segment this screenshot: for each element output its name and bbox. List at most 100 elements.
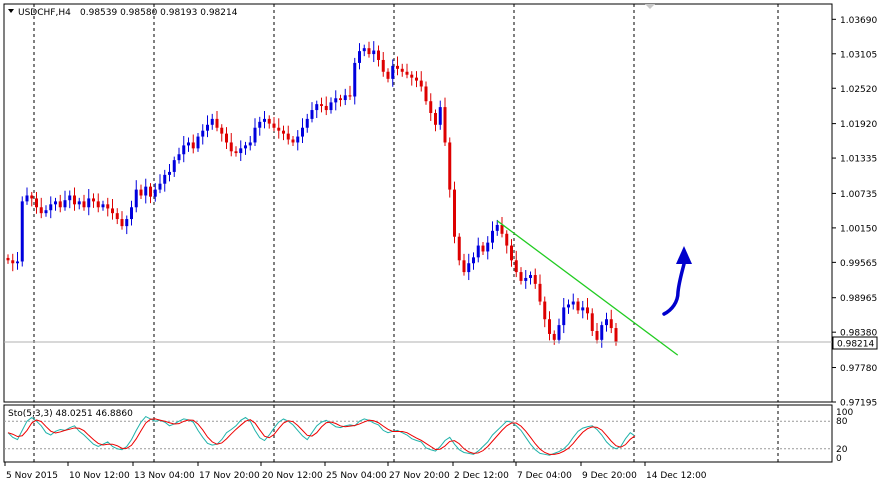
candle-body bbox=[543, 301, 547, 320]
candle-body bbox=[605, 319, 608, 326]
candle-body bbox=[310, 110, 314, 119]
time-tick-label: 13 Nov 04:00 bbox=[134, 471, 195, 481]
candle-body bbox=[172, 160, 176, 172]
candle-body bbox=[571, 301, 575, 305]
candle-body bbox=[101, 204, 105, 208]
candle-body bbox=[49, 204, 53, 211]
price-tick-label: 1.03105 bbox=[840, 50, 877, 60]
candle-body bbox=[410, 74, 414, 78]
candle-body bbox=[16, 261, 19, 264]
candle-body bbox=[248, 142, 252, 146]
candle-body bbox=[58, 201, 62, 208]
price-axis: 1.03690 1.03105 1.02520 1.01920 1.01335 1.007… bbox=[832, 16, 877, 409]
sto-level-label: 100 bbox=[836, 408, 853, 418]
candle-body bbox=[348, 95, 352, 97]
candle-body bbox=[244, 145, 247, 149]
candle-body bbox=[35, 198, 38, 208]
stochastic-signal-line bbox=[7, 418, 636, 455]
candle-body bbox=[11, 260, 15, 264]
ohlc-label: 0.98539 0.98580 0.98193 0.98214 bbox=[80, 8, 238, 18]
price-tick-label: 0.99565 bbox=[840, 259, 877, 269]
price-tick-label: 0.97780 bbox=[840, 364, 877, 374]
up-arrow-icon[interactable] bbox=[662, 262, 686, 316]
candle-body bbox=[391, 65, 395, 79]
candle-body bbox=[130, 207, 133, 220]
candle-body bbox=[134, 189, 138, 208]
candle-body bbox=[362, 48, 366, 52]
candle-body bbox=[400, 68, 404, 72]
candle-body bbox=[258, 121, 262, 128]
candle-body bbox=[210, 118, 214, 125]
candle-body bbox=[476, 245, 480, 258]
candle-body bbox=[405, 71, 409, 75]
candle-body bbox=[462, 260, 466, 273]
price-tick-label: 1.00150 bbox=[840, 224, 877, 234]
candle-body bbox=[215, 118, 219, 128]
candle-body bbox=[367, 48, 371, 55]
candle-body bbox=[434, 113, 437, 125]
candle-body bbox=[552, 333, 556, 340]
stochastic-panel[interactable] bbox=[3, 404, 833, 463]
candle-body bbox=[396, 65, 399, 69]
candle-body bbox=[372, 50, 376, 55]
candle-body bbox=[562, 307, 566, 326]
candle-body bbox=[358, 51, 361, 63]
candle-body bbox=[201, 130, 205, 137]
candle-body bbox=[267, 118, 271, 124]
candle-body bbox=[239, 148, 243, 154]
sto-level-label: 20 bbox=[836, 445, 848, 455]
candle-body bbox=[39, 207, 43, 214]
candle-body bbox=[324, 105, 328, 111]
candle-body bbox=[125, 219, 129, 227]
trendline[interactable] bbox=[496, 220, 679, 356]
candle-body bbox=[291, 139, 295, 143]
candle-body bbox=[30, 195, 34, 199]
candle-body bbox=[196, 136, 200, 149]
time-tick-label: 7 Dec 04:00 bbox=[517, 471, 572, 481]
candle-body bbox=[158, 183, 162, 190]
candle-body bbox=[343, 95, 347, 101]
candle-body bbox=[153, 189, 157, 197]
candle-body bbox=[381, 59, 385, 72]
candle-body bbox=[614, 328, 618, 343]
candle-body bbox=[44, 210, 48, 214]
candle-body bbox=[301, 127, 304, 137]
candle-body bbox=[419, 80, 423, 87]
current-price-label: 0.98214 bbox=[837, 340, 874, 350]
candle-body bbox=[320, 104, 323, 106]
candle-body bbox=[187, 142, 190, 146]
candle-body bbox=[73, 195, 76, 205]
candle-body bbox=[529, 275, 532, 278]
candle-body bbox=[96, 201, 100, 208]
candle-body bbox=[305, 118, 309, 128]
candle-body bbox=[149, 186, 152, 197]
candle-body bbox=[377, 50, 380, 60]
candle-body bbox=[263, 118, 266, 122]
candle-body bbox=[68, 195, 72, 201]
candle-body bbox=[557, 325, 561, 340]
candle-body bbox=[576, 301, 580, 311]
candle-body bbox=[25, 195, 29, 202]
time-tick-label: 20 Nov 12:00 bbox=[262, 471, 323, 481]
candle-body bbox=[120, 219, 124, 227]
candle-body bbox=[600, 325, 604, 340]
price-tick-label: 1.02520 bbox=[840, 85, 877, 95]
candle-body bbox=[486, 242, 490, 252]
candle-body bbox=[514, 260, 518, 273]
candle-body bbox=[168, 171, 171, 175]
time-tick-label: 27 Nov 20:00 bbox=[389, 471, 450, 481]
candle-body bbox=[82, 201, 86, 208]
candle-body bbox=[505, 233, 509, 246]
candle-body bbox=[315, 104, 319, 111]
candle-body bbox=[139, 189, 143, 196]
price-panel[interactable] bbox=[3, 3, 833, 403]
candle-body bbox=[500, 224, 504, 234]
symbol-label: USDCHF,H4 bbox=[18, 8, 71, 18]
shift-marker-icon[interactable] bbox=[645, 4, 655, 9]
candle-body bbox=[448, 142, 452, 190]
candle-body bbox=[538, 283, 542, 302]
symbol-menu-icon[interactable] bbox=[8, 9, 14, 13]
price-tick-label: 1.00735 bbox=[840, 190, 877, 200]
price-tick-label: 1.03690 bbox=[840, 16, 877, 26]
